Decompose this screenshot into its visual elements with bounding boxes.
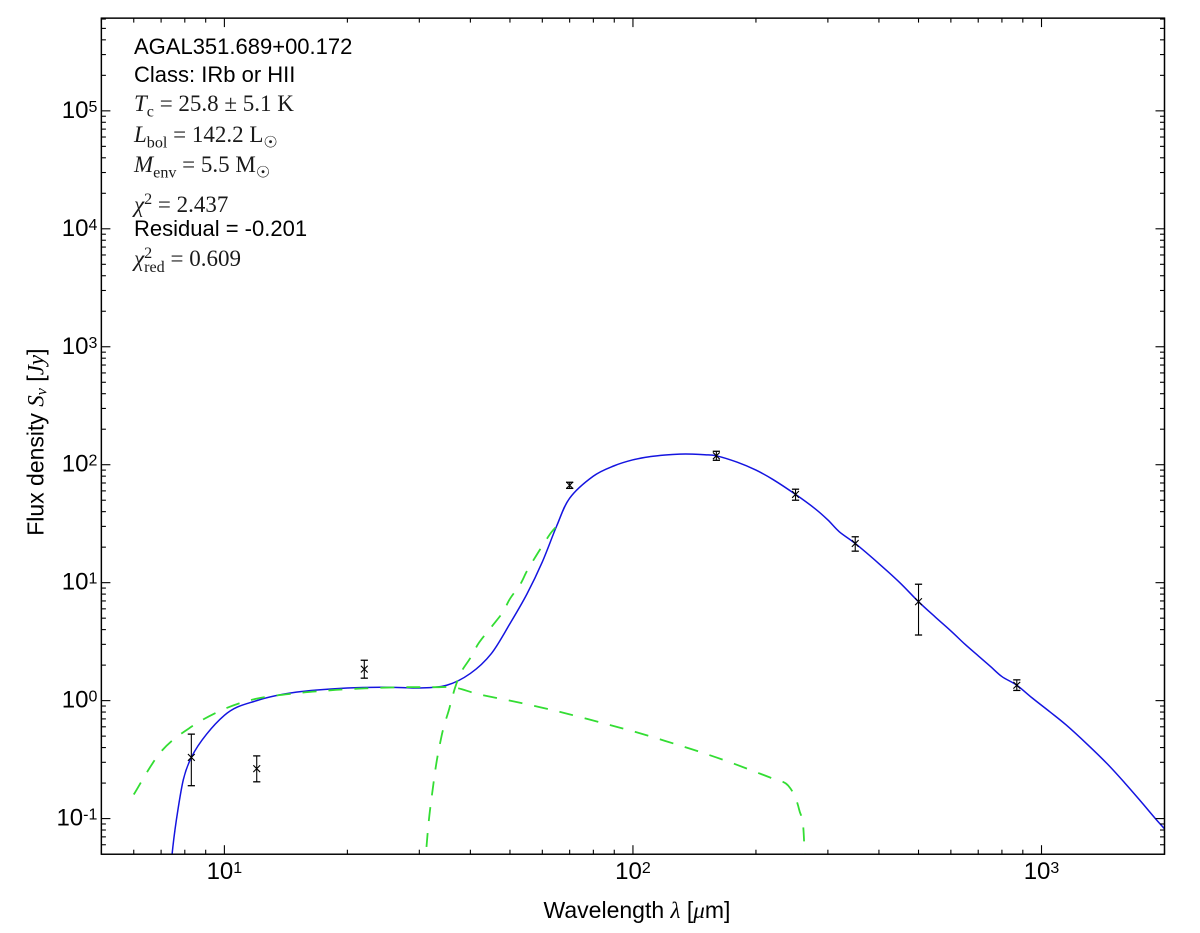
svg-text:102: 102 xyxy=(62,451,98,478)
svg-text:102: 102 xyxy=(615,858,651,885)
svg-text:100: 100 xyxy=(62,687,98,714)
svg-text:101: 101 xyxy=(207,858,243,885)
svg-text:10-1: 10-1 xyxy=(56,805,97,832)
svg-text:104: 104 xyxy=(62,215,98,242)
svg-text:Flux density Sν [Jy]: Flux density Sν [Jy] xyxy=(22,348,50,535)
svg-text:101: 101 xyxy=(62,569,98,596)
svg-text:103: 103 xyxy=(62,333,98,360)
svg-text:105: 105 xyxy=(62,97,98,124)
svg-text:103: 103 xyxy=(1024,858,1060,885)
svg-text:Wavelength λ [μm]: Wavelength λ [μm] xyxy=(544,897,731,923)
